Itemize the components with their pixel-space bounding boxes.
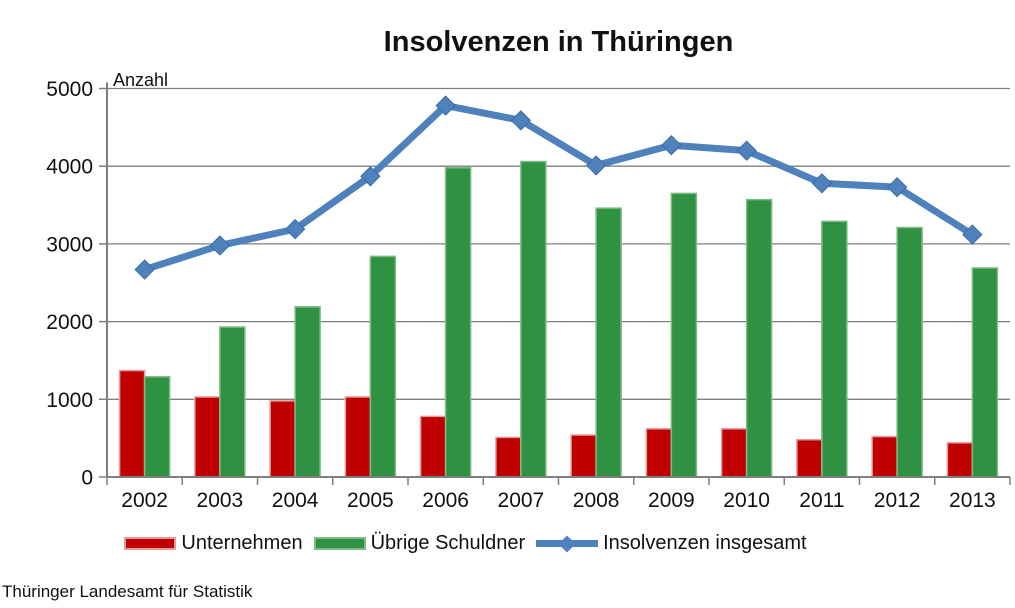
y-tick-label-4000: 4000 [46,156,93,179]
bar--brige-schuldner-2002 [143,376,171,478]
legend-swatch-bar-icon [124,537,177,550]
x-tick-label-2012: 2012 [874,489,921,512]
marker-2011 [811,173,833,194]
legend-item-insolvenzen-insgesamt: Insolvenzen insgesamt [536,532,807,555]
legend-swatch-bar-icon [313,537,366,550]
source-attribution: Thüringer Landesamt für Statistik [2,582,253,601]
bar-unternehmen-2009 [645,428,673,478]
legend: Unternehmen Übrige Schuldner Insolvenzen i… [0,532,973,555]
line-insolvenzen-insgesamt [141,102,976,274]
legend-swatch-line-icon [536,534,599,554]
bar--brige-schuldner-2003 [219,326,246,478]
bar--brige-schuldner-2012 [896,226,923,478]
marker-2005 [360,166,381,187]
marker-2010 [736,140,757,161]
bar-unternehmen-2010 [720,428,748,478]
legend-diamond-marker-icon [558,535,576,552]
marker-2008 [585,155,607,176]
marker-2007 [510,110,532,131]
bar-unternehmen-2011 [796,438,823,478]
x-tick-label-2008: 2008 [573,489,620,512]
bar-unternehmen-2004 [269,400,296,478]
x-tick-label-2004: 2004 [272,489,319,512]
bar--brige-schuldner-2007 [520,160,547,478]
legend-label: Insolvenzen insgesamt [603,532,807,554]
marker-2009 [661,135,682,156]
x-tick-label-2007: 2007 [498,489,545,512]
bar--brige-schuldner-2010 [745,198,773,478]
legend-label: Übrige Schuldner [370,532,526,554]
marker-2013 [962,224,983,245]
bar--brige-schuldner-2008 [595,207,622,478]
marker-2012 [886,176,908,198]
chart-title: Insolvenzen in Thüringen [383,26,734,58]
bar--brige-schuldner-2005 [369,255,397,478]
bar-unternehmen-2005 [344,396,372,478]
marker-2002 [134,259,155,280]
bar--brige-schuldner-2013 [971,267,999,478]
marker-2006 [435,95,456,116]
marker-2003 [209,235,231,256]
x-tick-label-2011: 2011 [799,489,844,512]
x-tick-label-2002: 2002 [121,489,168,512]
bar-unternehmen-2013 [946,442,974,478]
y-tick-label-2000: 2000 [46,311,93,334]
bar-unternehmen-2012 [871,435,898,478]
bar-unternehmen-2008 [570,434,597,478]
bar--brige-schuldner-2009 [670,192,698,478]
marker-2004 [284,218,306,240]
bar--brige-schuldner-2004 [294,306,321,478]
bar-unternehmen-2007 [495,436,522,478]
x-tick-label-2006: 2006 [422,489,469,512]
y-tick-label-1000: 1000 [46,389,93,412]
x-tick-label-2005: 2005 [347,489,394,512]
x-tick-label-2010: 2010 [723,489,770,512]
y-axis-title: Anzahl [113,70,168,90]
y-tick-label-0: 0 [81,467,93,490]
y-tick-label-5000: 5000 [46,78,93,101]
x-tick-label-2013: 2013 [949,489,996,512]
bar-unternehmen-2003 [194,396,221,478]
bar--brige-schuldner-2006 [444,167,472,478]
bar-unternehmen-2006 [419,415,447,478]
bar--brige-schuldner-2011 [821,220,848,478]
legend-item-unternehmen: Unternehmen [124,532,303,555]
legend-item--brige-schuldner: Übrige Schuldner [313,532,526,555]
legend-label: Unternehmen [181,532,303,554]
y-tick-label-3000: 3000 [46,233,93,256]
x-tick-label-2003: 2003 [197,489,244,512]
bar-unternehmen-2002 [118,369,146,478]
x-tick-label-2009: 2009 [648,489,695,512]
